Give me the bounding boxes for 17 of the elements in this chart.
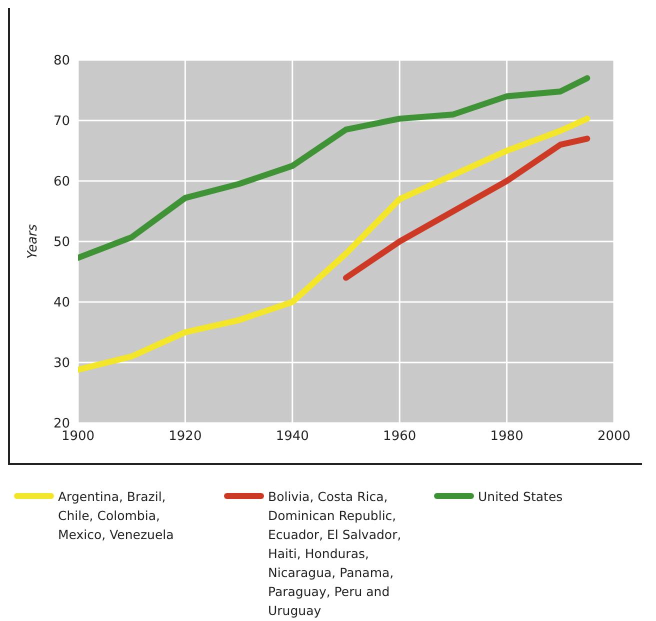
y-axis-title: Years [26,224,41,259]
legend-label: United States [478,488,563,506]
y-tick-label: 80 [53,54,70,69]
y-tick-label: 50 [53,235,70,250]
legend-label: Bolivia, Costa Rica, Dominican Republic, Ecuador, El Salvador, Haiti, Honduras, Nicaragua, Panama, Paraguay, Peru and Uruguay [268,488,402,620]
y-tick-label: 60 [53,174,70,190]
legend-label: Argentina, Brazil, Chile, Colombia, Mexico, Venezuela [58,488,175,544]
x-tick-label: 1980 [490,429,524,444]
x-tick-label: 1900 [61,429,95,444]
y-tick-label: 70 [53,114,70,130]
y-tick-label: 40 [53,296,70,311]
x-tick-label: 1920 [168,429,202,444]
y-tick-label: 20 [53,416,70,432]
x-tick-label: 1940 [276,429,309,444]
x-tick-label: 1960 [383,429,416,444]
x-tick-label: 2000 [597,429,631,444]
y-tick-label: 30 [53,356,70,372]
